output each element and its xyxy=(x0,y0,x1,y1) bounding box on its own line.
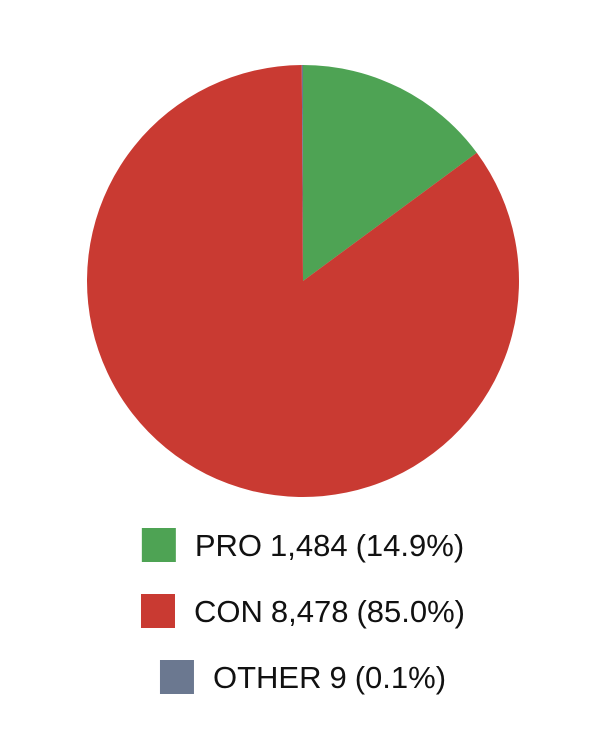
legend-value: 9 xyxy=(329,660,346,695)
legend-name: OTHER xyxy=(213,660,322,695)
legend-label: OTHER 9 (0.1%) xyxy=(213,660,446,695)
pie-slice xyxy=(87,65,520,498)
pie-slice xyxy=(301,65,303,281)
legend-name: PRO xyxy=(195,528,262,563)
legend-label: PRO 1,484 (14.9%) xyxy=(195,528,464,563)
legend-label: CON 8,478 (85.0%) xyxy=(194,594,465,629)
legend-value: 1,484 xyxy=(270,528,348,563)
legend-name: CON xyxy=(194,594,263,629)
legend-swatch xyxy=(141,528,176,562)
legend-percent: (0.1%) xyxy=(355,660,446,695)
legend-value: 8,478 xyxy=(271,594,349,629)
legend-entry: OTHER 9 (0.1%) xyxy=(159,660,446,695)
legend-entry: CON 8,478 (85.0%) xyxy=(140,594,465,629)
legend-entry: PRO 1,484 (14.9%) xyxy=(141,528,464,563)
legend-swatch xyxy=(159,660,194,694)
legend-percent: (14.9%) xyxy=(356,528,465,563)
legend-swatch xyxy=(140,594,175,628)
legend-percent: (85.0%) xyxy=(356,594,465,629)
pie-slice xyxy=(303,65,477,281)
